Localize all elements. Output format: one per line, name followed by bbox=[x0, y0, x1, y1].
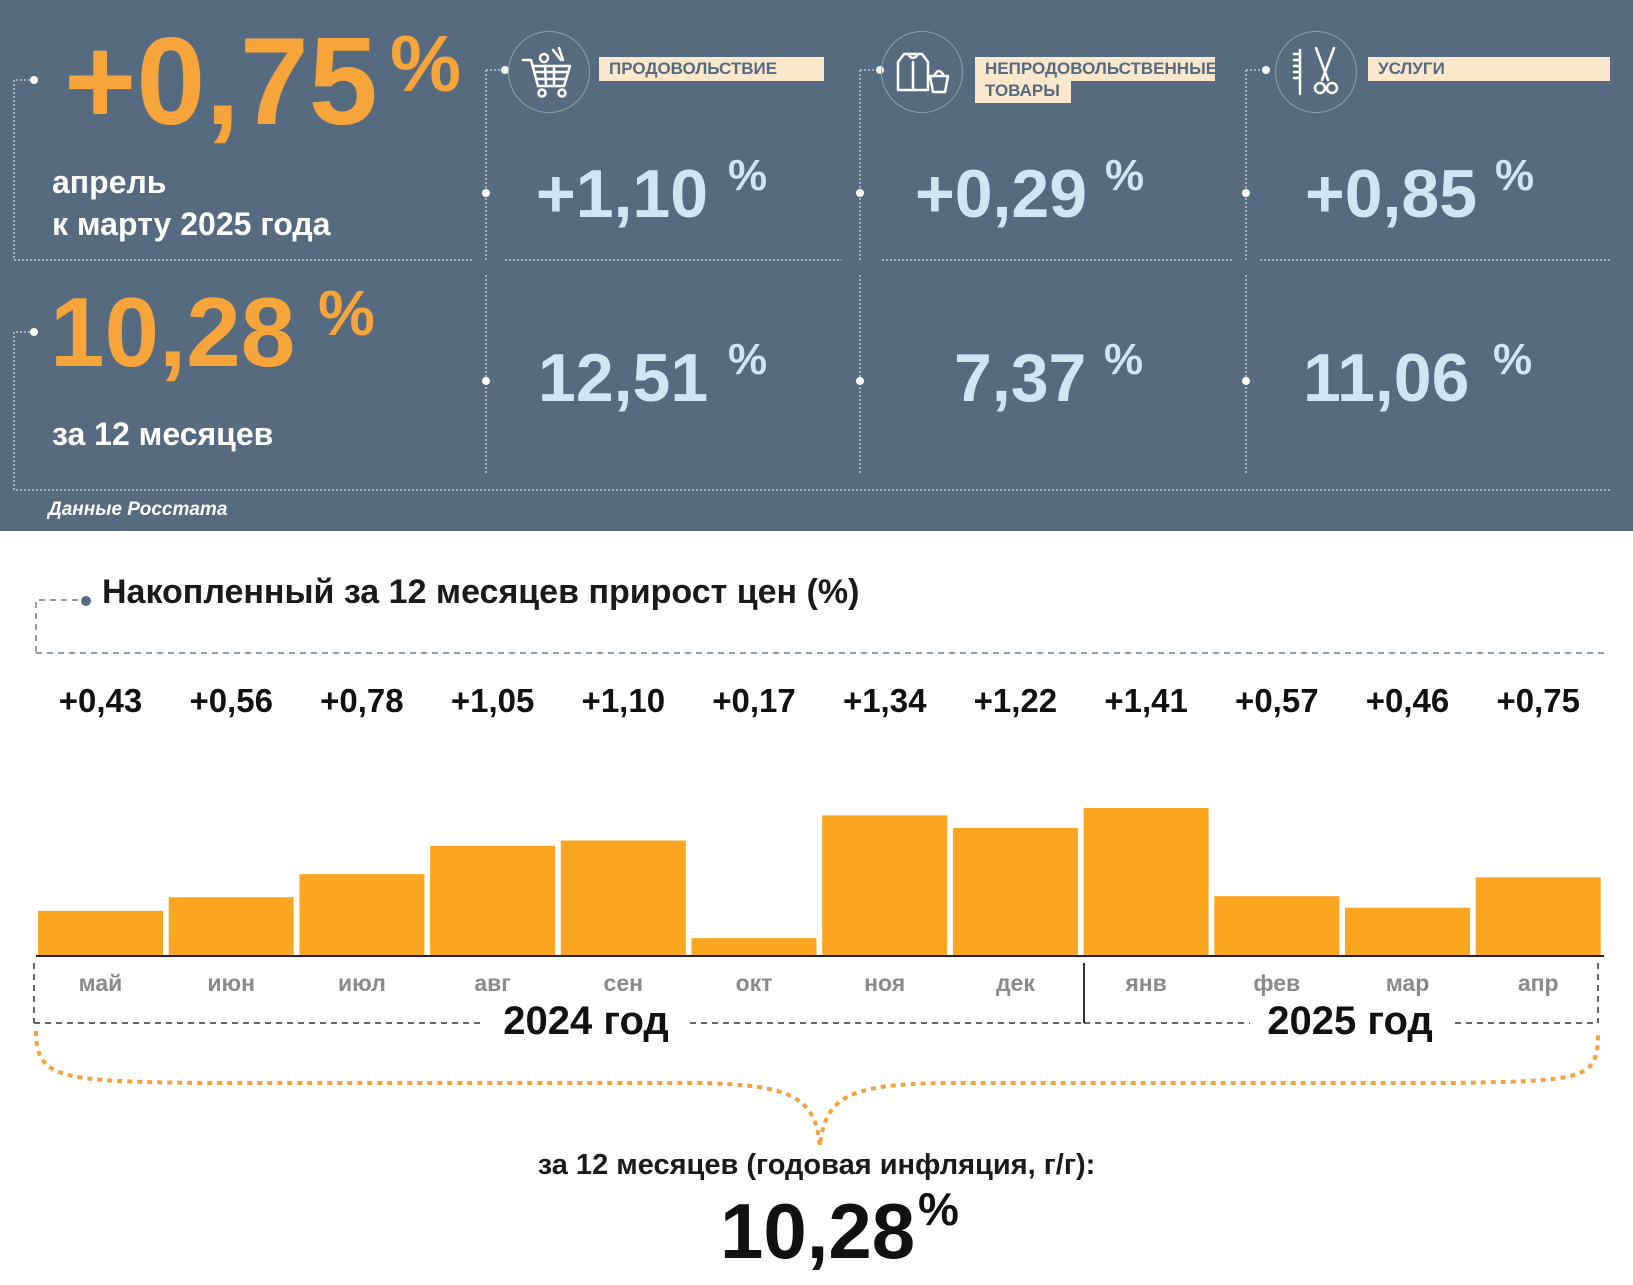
yearly-inflation-value: 10,28% bbox=[50, 277, 375, 387]
chart-title-bracket bbox=[35, 599, 1606, 654]
chart-title: Накопленный за 12 месяцев прирост цен (%… bbox=[102, 573, 860, 611]
comb-scissors-icon bbox=[1275, 31, 1357, 113]
category-label-food: ПРОДОВОЛЬСТВИЕ bbox=[599, 57, 824, 81]
value-label-сен: +1,10 bbox=[582, 682, 666, 719]
value-label-авг: +1,05 bbox=[451, 682, 535, 719]
yearly-period-label: за 12 месяцев bbox=[52, 416, 274, 452]
bar-дек bbox=[952, 827, 1078, 956]
month-label-апр: апр bbox=[1518, 970, 1559, 996]
value-label-июл: +0,78 bbox=[320, 682, 404, 719]
bar-сен bbox=[560, 840, 686, 956]
month-label-янв: янв bbox=[1124, 970, 1166, 996]
month-label-мар: мар bbox=[1386, 970, 1430, 996]
month-label-июн: июн bbox=[207, 970, 255, 996]
bar-авг bbox=[430, 845, 556, 956]
food-yearly-value: 12,51% bbox=[538, 335, 768, 416]
summary-panel: +0,75% апрель к марту 2025 года 10,28% з… bbox=[0, 0, 1633, 531]
bar-мар bbox=[1345, 907, 1470, 956]
clothing-bag-icon bbox=[881, 31, 963, 113]
month-label-сен: сен bbox=[604, 970, 643, 996]
category-label-non-food-line2: ТОВАРЫ bbox=[975, 79, 1071, 103]
value-label-фев: +0,57 bbox=[1235, 682, 1319, 719]
value-label-апр: +0,75 bbox=[1496, 682, 1580, 719]
month-label-дек: дек bbox=[996, 970, 1035, 996]
month-label-авг: авг bbox=[474, 970, 511, 996]
services-monthly-value: +0,85% bbox=[1305, 151, 1535, 232]
services-yearly-value: 11,06% bbox=[1303, 335, 1533, 416]
value-label-дек: +1,22 bbox=[974, 682, 1058, 719]
month-label-июл: июл bbox=[338, 970, 386, 996]
value-label-янв: +1,41 bbox=[1104, 682, 1188, 719]
bar-май bbox=[38, 910, 163, 956]
bar-ноя bbox=[822, 815, 948, 956]
data-source-note: Данные Росстата bbox=[48, 499, 228, 520]
bar-окт bbox=[691, 938, 817, 956]
annual-inflation-label: за 12 месяцев (годовая инфляция, г/г): bbox=[537, 1149, 1096, 1181]
panel-frame-lines bbox=[13, 66, 1612, 491]
value-label-мар: +0,46 bbox=[1366, 682, 1450, 719]
month-label-окт: окт bbox=[736, 970, 773, 996]
monthly-inflation-value: +0,75% bbox=[64, 13, 462, 151]
annual-inflation-value: 10,28% bbox=[720, 1183, 959, 1275]
month-label-ноя: ноя bbox=[864, 970, 905, 996]
bar-июл bbox=[299, 874, 425, 956]
value-label-июн: +0,56 bbox=[189, 682, 273, 719]
monthly-chart: +0,43 +0,56 +0,78 +1,05 +1,10 +0,17 +1,34 +1,22… bbox=[33, 596, 1606, 1147]
year-label-2024: 2024 год bbox=[503, 999, 669, 1043]
bar-апр bbox=[1475, 877, 1601, 956]
value-label-май: +0,43 bbox=[59, 682, 143, 719]
year-label-2025: 2025 год bbox=[1267, 999, 1433, 1043]
value-label-окт: +0,17 bbox=[712, 682, 796, 719]
non-food-yearly-value: 7,37% bbox=[954, 335, 1144, 416]
month-label-фев: фев bbox=[1253, 970, 1300, 996]
food-monthly-value: +1,10% bbox=[536, 151, 768, 232]
bar-фев bbox=[1214, 896, 1340, 956]
non-food-monthly-value: +0,29% bbox=[915, 151, 1145, 232]
month-label-май: май bbox=[79, 970, 123, 996]
monthly-period-label: апрель к марту 2025 года bbox=[52, 164, 331, 242]
chart-title-bullet bbox=[81, 596, 91, 606]
bar-янв bbox=[1083, 808, 1209, 956]
total-brace bbox=[34, 1030, 1600, 1147]
shopping-cart-icon bbox=[508, 31, 590, 113]
bar-июн bbox=[168, 897, 294, 956]
category-label-non-food: НЕПРОДОВОЛЬСТВЕННЫЕ bbox=[975, 57, 1217, 81]
value-label-ноя: +1,34 bbox=[843, 682, 927, 719]
category-label-services: УСЛУГИ bbox=[1368, 57, 1610, 81]
